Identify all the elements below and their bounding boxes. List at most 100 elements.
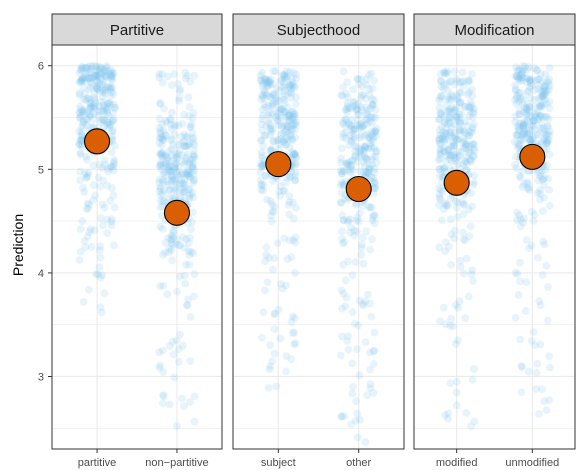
data-point: [545, 75, 554, 83]
data-point: [96, 182, 105, 191]
data-point: [288, 114, 297, 122]
data-point: [258, 91, 267, 100]
data-point: [515, 172, 524, 181]
data-point: [181, 279, 190, 288]
data-point: [544, 136, 553, 145]
data-point: [288, 81, 297, 90]
data-point: [183, 171, 192, 180]
data-point: [526, 102, 534, 111]
data-point: [100, 116, 109, 125]
data-point: [364, 134, 373, 142]
data-point: [171, 183, 180, 192]
data-point: [258, 161, 267, 170]
data-point: [103, 181, 111, 190]
data-point: [75, 140, 84, 149]
data-point: [513, 131, 521, 140]
data-point: [80, 118, 88, 127]
data-point: [267, 93, 275, 101]
data-point: [465, 77, 474, 86]
data-point: [447, 96, 456, 105]
data-point: [162, 132, 171, 140]
data-point: [106, 83, 115, 92]
data-point: [163, 153, 172, 162]
data-point: [183, 167, 192, 176]
data-point: [464, 292, 473, 301]
data-point: [546, 127, 554, 136]
data-point: [437, 186, 445, 194]
data-point: [83, 155, 91, 164]
data-point: [270, 254, 279, 263]
data-point: [86, 104, 94, 113]
data-point: [531, 112, 540, 121]
data-point: [177, 139, 186, 147]
data-point: [176, 330, 185, 339]
data-point: [95, 160, 104, 169]
data-point: [463, 160, 471, 168]
data-point: [91, 103, 99, 111]
data-point: [109, 160, 118, 168]
data-point: [514, 126, 523, 135]
data-point: [94, 173, 103, 182]
data-point: [462, 409, 471, 417]
data-point: [516, 77, 524, 85]
data-point: [274, 140, 283, 149]
data-point: [156, 149, 164, 158]
data-point: [258, 105, 267, 114]
data-point: [364, 106, 372, 115]
data-point: [351, 142, 360, 151]
data-point: [166, 115, 175, 124]
data-point: [444, 146, 453, 155]
data-point: [338, 332, 346, 341]
data-point: [97, 63, 105, 72]
data-point: [531, 103, 539, 111]
data-point: [82, 173, 91, 181]
data-point: [435, 165, 444, 174]
data-point: [456, 119, 465, 127]
data-point: [456, 256, 465, 265]
data-point: [281, 127, 289, 136]
data-point: [538, 92, 547, 101]
data-point: [167, 172, 176, 181]
data-point: [527, 113, 536, 121]
data-point: [448, 107, 457, 116]
data-point: [180, 187, 189, 196]
data-point: [288, 148, 297, 157]
data-point: [257, 181, 266, 190]
data-point: [341, 115, 350, 124]
data-point: [466, 222, 475, 231]
x-tick-label: unmodified: [505, 457, 559, 469]
data-point: [363, 155, 372, 164]
data-point: [526, 76, 534, 85]
data-point: [258, 82, 267, 90]
data-point: [349, 133, 358, 141]
data-point: [536, 340, 545, 349]
data-point: [189, 193, 198, 202]
data-point: [511, 160, 519, 169]
data-point: [454, 135, 463, 144]
data-point: [449, 151, 458, 159]
data-point: [79, 183, 88, 192]
data-point: [539, 237, 548, 246]
data-point: [462, 153, 471, 162]
data-point: [523, 117, 532, 126]
data-point: [277, 105, 285, 113]
x-tick-label: other: [346, 457, 371, 469]
data-point: [522, 131, 531, 139]
data-point: [461, 144, 470, 153]
data-point: [451, 105, 459, 114]
data-point: [467, 189, 475, 198]
data-point: [262, 76, 271, 84]
data-point: [164, 147, 173, 156]
data-point: [525, 135, 533, 143]
data-point: [347, 136, 356, 145]
data-point: [167, 235, 175, 243]
data-point: [467, 103, 475, 112]
data-point: [283, 72, 292, 81]
data-point: [262, 251, 271, 259]
data-point: [445, 105, 454, 113]
data-point: [287, 75, 296, 83]
data-point: [516, 215, 525, 224]
data-point: [436, 140, 445, 148]
data-point: [358, 145, 367, 154]
